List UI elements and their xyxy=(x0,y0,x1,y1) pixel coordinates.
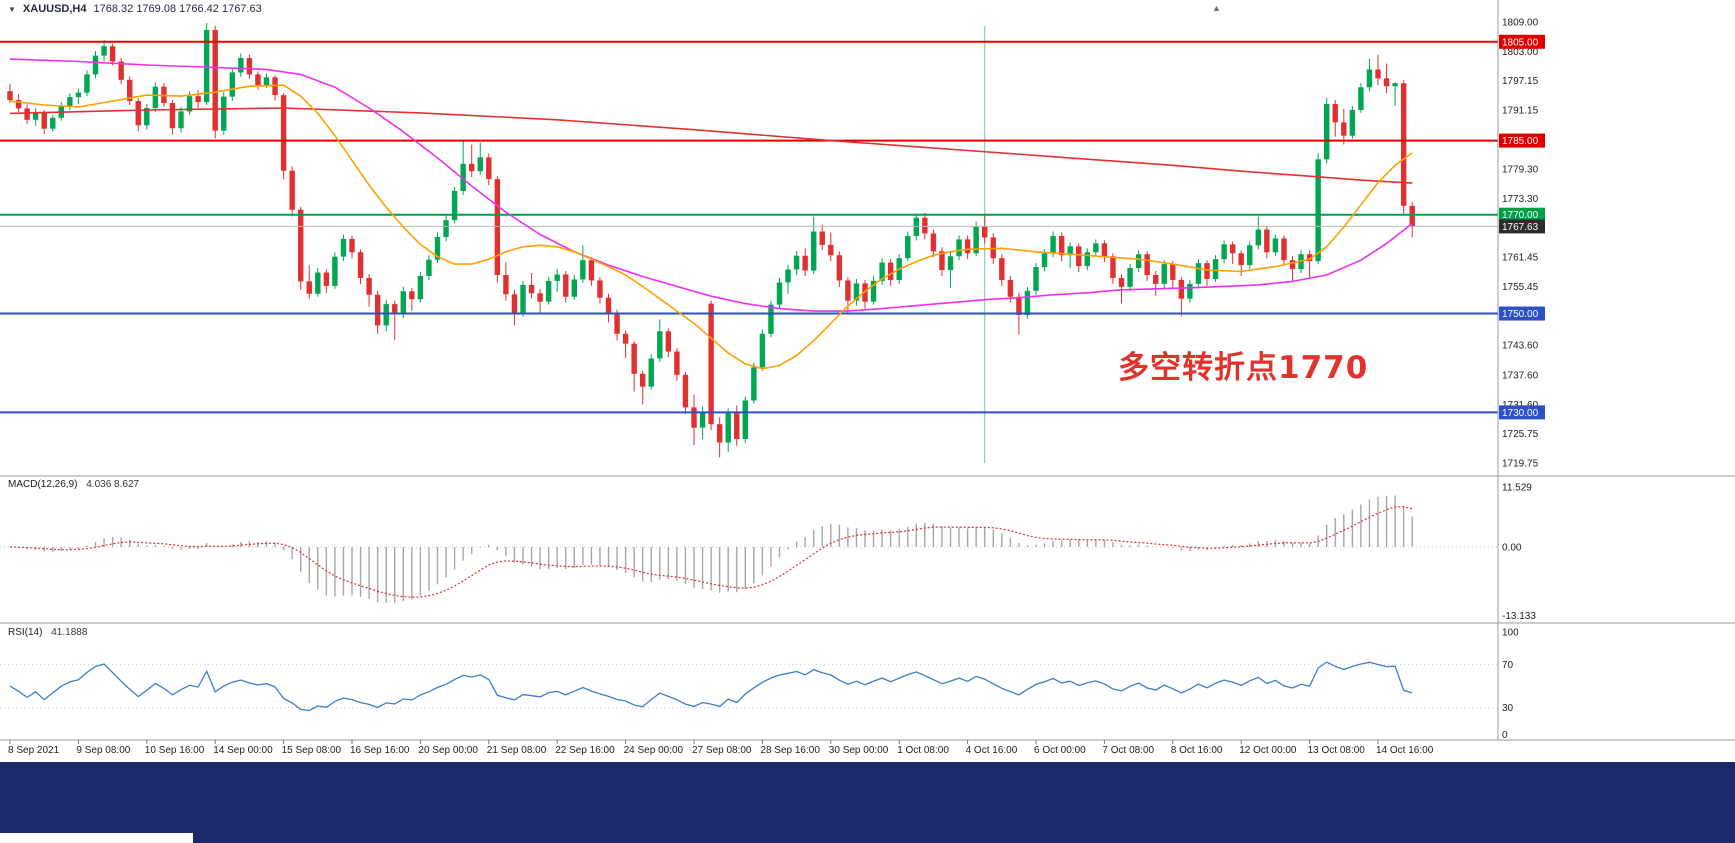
svg-text:9 Sep 08:00: 9 Sep 08:00 xyxy=(76,745,130,756)
price-tag xyxy=(1499,219,1545,234)
svg-text:13 Oct 08:00: 13 Oct 08:00 xyxy=(1308,745,1366,756)
svg-text:1737.60: 1737.60 xyxy=(1502,370,1539,381)
price-tag xyxy=(1499,133,1545,148)
svg-text:14 Oct 16:00: 14 Oct 16:00 xyxy=(1376,745,1434,756)
rsi-indicator-label: RSI(14) 41.1888 xyxy=(8,627,87,638)
svg-text:100: 100 xyxy=(1502,628,1519,639)
ma-fast-orange xyxy=(9,84,1413,370)
macd-indicator-label: MACD(12,26,9) 4.036 8.627 xyxy=(8,479,139,490)
svg-text:1755.45: 1755.45 xyxy=(1502,282,1539,293)
svg-text:20 Sep 00:00: 20 Sep 00:00 xyxy=(418,745,478,756)
svg-text:21 Sep 08:00: 21 Sep 08:00 xyxy=(487,745,547,756)
symbol-dropdown-icon[interactable]: ▼ xyxy=(8,4,16,14)
svg-text:1791.15: 1791.15 xyxy=(1502,106,1539,117)
horizontal-level-lines xyxy=(0,40,1498,414)
rsi-panel[interactable] xyxy=(0,661,1498,712)
svg-text:1730.00: 1730.00 xyxy=(1502,408,1539,419)
ma-long-red xyxy=(9,107,1413,184)
svg-text:▲: ▲ xyxy=(1212,3,1221,13)
svg-text:1779.30: 1779.30 xyxy=(1502,164,1539,175)
svg-text:1761.45: 1761.45 xyxy=(1502,252,1539,263)
svg-text:16 Sep 16:00: 16 Sep 16:00 xyxy=(350,745,410,756)
price-tag xyxy=(1499,34,1545,49)
symbol-ohlc-line: ▼ XAUUSD,H4 1768.32 1769.08 1766.42 1767… xyxy=(8,3,262,15)
svg-text:1767.63: 1767.63 xyxy=(1502,222,1539,233)
svg-text:14 Sep 00:00: 14 Sep 00:00 xyxy=(213,745,273,756)
svg-text:1725.75: 1725.75 xyxy=(1502,429,1539,440)
svg-text:6 Oct 00:00: 6 Oct 00:00 xyxy=(1034,745,1086,756)
svg-text:0: 0 xyxy=(1502,730,1508,741)
svg-text:24 Sep 00:00: 24 Sep 00:00 xyxy=(624,745,684,756)
svg-text:15 Sep 08:00: 15 Sep 08:00 xyxy=(282,745,342,756)
macd-panel[interactable] xyxy=(0,495,1498,604)
price-tag xyxy=(1499,207,1545,222)
svg-text:1785.00: 1785.00 xyxy=(1502,136,1539,147)
footer-band xyxy=(0,762,1735,843)
ma-slow-magenta xyxy=(9,58,1413,312)
rsi-line xyxy=(9,661,1413,712)
svg-text:22 Sep 16:00: 22 Sep 16:00 xyxy=(555,745,615,756)
svg-text:12 Oct 00:00: 12 Oct 00:00 xyxy=(1239,745,1297,756)
svg-text:-13.133: -13.133 xyxy=(1502,611,1536,622)
main-price-panel[interactable] xyxy=(0,22,1498,463)
macd-values: 4.036 8.627 xyxy=(86,479,140,490)
svg-text:8 Sep 2021: 8 Sep 2021 xyxy=(8,745,60,756)
macd-signal-line xyxy=(9,506,1413,598)
svg-text:4 Oct 16:00: 4 Oct 16:00 xyxy=(966,745,1018,756)
svg-text:10 Sep 16:00: 10 Sep 16:00 xyxy=(145,745,205,756)
macd-name: MACD(12,26,9) xyxy=(8,479,78,490)
price-tag xyxy=(1499,306,1545,321)
svg-text:70: 70 xyxy=(1502,660,1514,671)
ohlc-values: 1768.32 1769.08 1766.42 1767.63 xyxy=(93,3,262,15)
svg-text:11.529: 11.529 xyxy=(1502,483,1532,494)
rsi-name: RSI(14) xyxy=(8,627,43,638)
svg-text:1719.75: 1719.75 xyxy=(1502,459,1539,470)
svg-text:30: 30 xyxy=(1502,703,1514,714)
price-tag xyxy=(1499,405,1545,420)
svg-text:1797.15: 1797.15 xyxy=(1502,76,1539,87)
svg-text:0.00: 0.00 xyxy=(1502,543,1522,554)
svg-text:1773.30: 1773.30 xyxy=(1502,194,1539,205)
svg-text:1 Oct 08:00: 1 Oct 08:00 xyxy=(897,745,949,756)
svg-text:30 Sep 00:00: 30 Sep 00:00 xyxy=(829,745,889,756)
rsi-value: 41.1888 xyxy=(51,627,88,638)
svg-text:1805.00: 1805.00 xyxy=(1502,37,1539,48)
svg-text:28 Sep 16:00: 28 Sep 16:00 xyxy=(760,745,820,756)
svg-text:27 Sep 08:00: 27 Sep 08:00 xyxy=(692,745,752,756)
svg-text:1750.00: 1750.00 xyxy=(1502,309,1539,320)
svg-text:1743.60: 1743.60 xyxy=(1502,341,1539,352)
svg-text:1770.00: 1770.00 xyxy=(1502,210,1539,221)
svg-text:1803.00: 1803.00 xyxy=(1502,47,1539,58)
moving-averages-layer xyxy=(9,58,1413,370)
svg-text:1809.00: 1809.00 xyxy=(1502,18,1539,29)
svg-text:7 Oct 08:00: 7 Oct 08:00 xyxy=(1102,745,1154,756)
symbol-timeframe-label: XAUUSD,H4 xyxy=(22,3,87,15)
axes-layer[interactable]: 1809.00 1803.00 1797.15 1791.15 1779.30 1773.… xyxy=(0,0,1735,756)
chart-annotation-text: 多空转折点1770 xyxy=(1118,350,1369,386)
svg-text:8 Oct 16:00: 8 Oct 16:00 xyxy=(1171,745,1223,756)
footer-left-notch xyxy=(0,833,193,843)
